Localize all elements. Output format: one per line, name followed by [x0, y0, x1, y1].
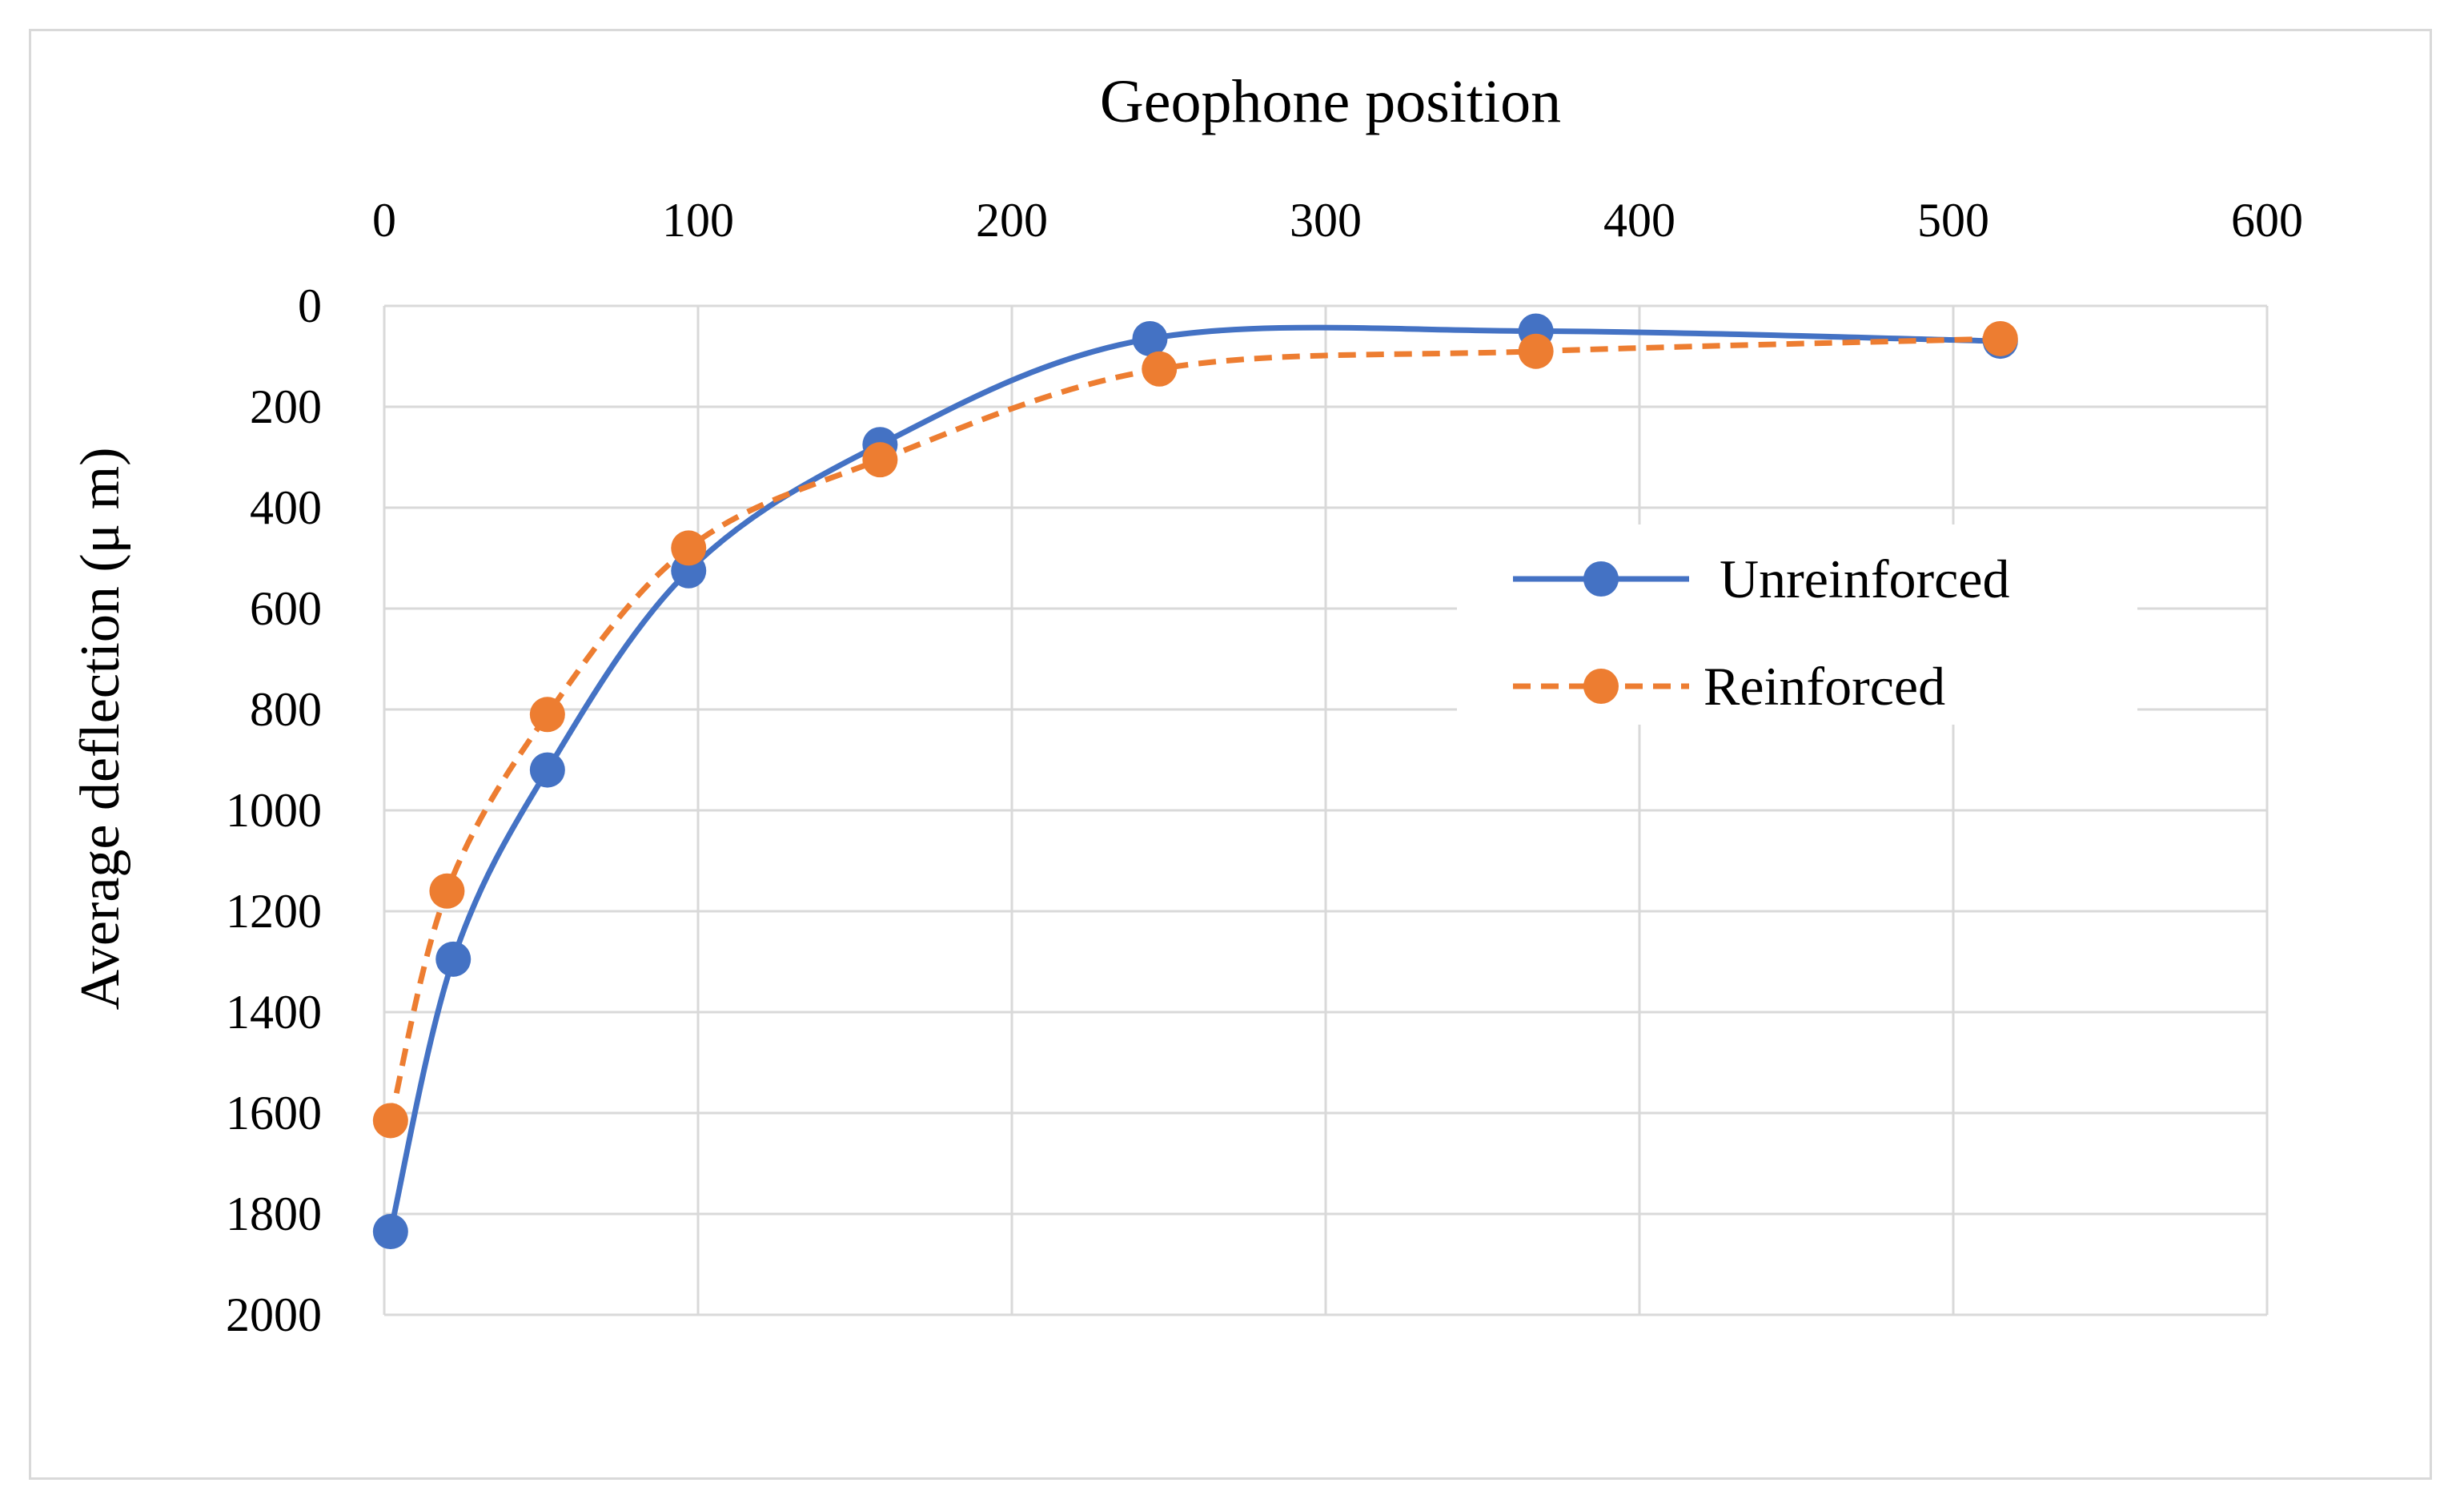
legend-marker-unreinforced: [1583, 561, 1619, 597]
series: [372, 313, 2018, 1250]
y-tick-label: 1000: [226, 784, 322, 837]
data-point-reinforced: [429, 873, 465, 909]
y-tick-label: 0: [298, 279, 322, 332]
x-tick-label: 300: [1290, 194, 1362, 247]
data-point-unreinforced: [529, 752, 565, 788]
data-point-reinforced: [1142, 351, 1178, 387]
data-point-reinforced: [671, 530, 707, 566]
chart-frame: [29, 29, 2432, 1480]
y-tick-label: 400: [250, 481, 322, 534]
y-tick-label: 1600: [226, 1087, 322, 1139]
x-tick-label: 200: [976, 194, 1048, 247]
y-tick-labels: 0 200 400 600 800 1000 1200 1400 1600 1800 2000: [226, 279, 322, 1341]
x-tick-labels: 0 100 200 300 400 500 600: [372, 194, 2303, 247]
series-line-reinforced: [387, 336, 2000, 1122]
series-line-unreinforced: [387, 324, 2000, 1232]
data-point-reinforced: [862, 442, 898, 478]
y-tick-label: 600: [250, 582, 322, 635]
x-tick-label: 500: [1917, 194, 1989, 247]
y-tick-label: 1200: [226, 885, 322, 938]
data-point-unreinforced: [435, 941, 472, 977]
x-axis-title: Geophone position: [1100, 68, 1561, 135]
legend-background: [1457, 524, 2137, 725]
y-tick-label: 800: [250, 683, 322, 736]
legend: Unreinforced Reinforced: [1457, 524, 2137, 725]
legend-label-reinforced: Reinforced: [1704, 656, 1945, 717]
data-point-reinforced: [1518, 333, 1554, 369]
data-point-reinforced: [1982, 320, 2018, 356]
grid: [383, 304, 2269, 1316]
y-tick-label: 2000: [226, 1288, 322, 1341]
legend-marker-reinforced: [1583, 669, 1619, 704]
x-tick-label: 0: [372, 194, 396, 247]
legend-label-unreinforced: Unreinforced: [1720, 549, 2009, 609]
x-tick-label: 100: [662, 194, 734, 247]
data-point-reinforced: [529, 697, 565, 733]
x-tick-label: 400: [1603, 194, 1675, 247]
data-point-reinforced: [372, 1103, 408, 1139]
data-point-unreinforced: [372, 1214, 408, 1250]
y-tick-label: 1800: [226, 1188, 322, 1240]
y-tick-label: 200: [250, 380, 322, 433]
y-axis-title: Average deflection (μ m): [70, 448, 131, 1011]
x-tick-label: 600: [2231, 194, 2303, 247]
data-point-unreinforced: [1132, 320, 1168, 356]
y-tick-label: 1400: [226, 986, 322, 1039]
